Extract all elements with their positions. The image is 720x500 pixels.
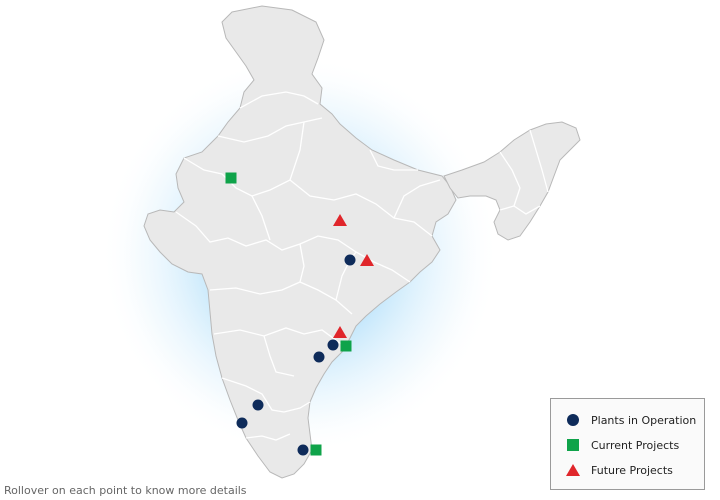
legend-triangle-icon — [566, 464, 580, 476]
current-project-marker[interactable] — [310, 444, 322, 456]
legend-label: Plants in Operation — [591, 413, 697, 427]
state-borders — [175, 91, 549, 441]
plant-in-operation-marker[interactable] — [297, 444, 309, 456]
current-project-marker[interactable] — [225, 172, 237, 184]
future-project-marker[interactable] — [360, 254, 374, 266]
map-legend: Plants in Operation Current Projects Fut… — [550, 398, 705, 490]
rollover-hint: Rollover on each point to know more deta… — [4, 484, 247, 497]
plant-in-operation-marker[interactable] — [236, 417, 248, 429]
legend-item-current-projects: Current Projects — [565, 436, 679, 454]
legend-square-icon — [567, 439, 579, 451]
plant-in-operation-marker[interactable] — [327, 339, 339, 351]
plant-in-operation-marker[interactable] — [344, 254, 356, 266]
current-project-marker[interactable] — [340, 340, 352, 352]
plant-in-operation-marker[interactable] — [313, 351, 325, 363]
legend-item-future-projects: Future Projects — [565, 461, 673, 479]
legend-item-plants-in-operation: Plants in Operation — [565, 411, 696, 429]
legend-label: Future Projects — [591, 463, 673, 477]
plant-in-operation-marker[interactable] — [252, 399, 264, 411]
legend-circle-icon — [567, 414, 579, 426]
future-project-marker[interactable] — [333, 326, 347, 338]
map-markers — [225, 172, 374, 456]
legend-label: Current Projects — [591, 438, 680, 452]
future-project-marker[interactable] — [333, 214, 347, 226]
